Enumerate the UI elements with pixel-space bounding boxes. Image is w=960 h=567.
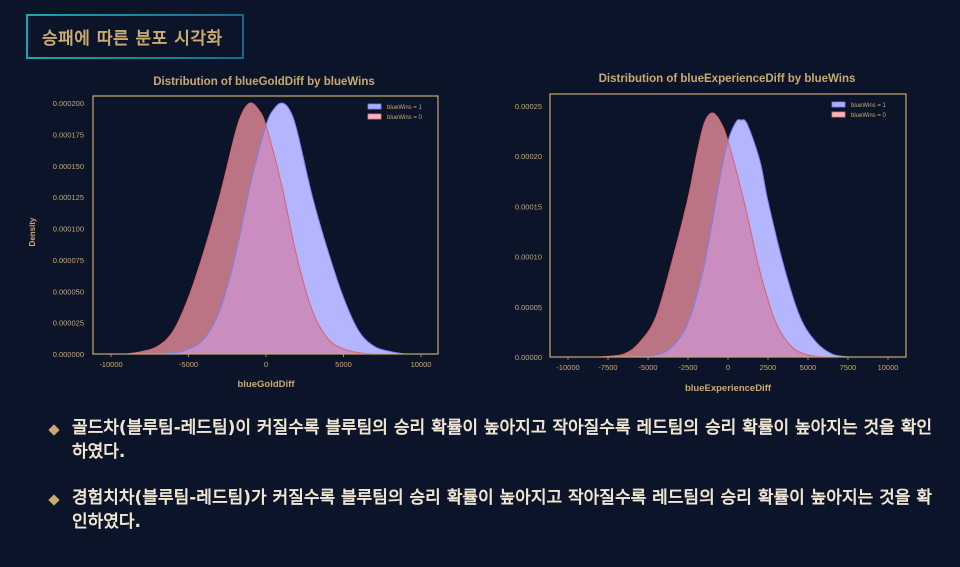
svg-text:blueWins = 1: blueWins = 1 <box>851 103 887 109</box>
y-tick-label: 0.00015 <box>515 202 542 211</box>
chart-title: Distribution of blueGoldDiff by blueWins <box>153 76 375 88</box>
x-tick-label: 7500 <box>840 363 857 372</box>
y-tick-label: 0.000175 <box>53 130 84 139</box>
x-tick-label: -10000 <box>99 360 122 369</box>
x-tick-label: -5000 <box>179 360 198 369</box>
svg-text:blueWins = 1: blueWins = 1 <box>387 105 423 111</box>
x-tick-label: 5000 <box>335 360 352 369</box>
y-tick-label: 0.00025 <box>515 102 542 111</box>
svg-text:blueWins = 0: blueWins = 0 <box>851 113 887 119</box>
y-axis-ticks: 0.00000 0.00005 0.00010 0.00015 0.00020 0.000… <box>515 102 542 362</box>
y-tick-label: 0.00010 <box>515 253 542 262</box>
diamond-bullet-icon <box>48 424 60 436</box>
density-overlap <box>126 103 375 354</box>
x-tick-label: -2500 <box>678 363 697 372</box>
x-tick-label: 2500 <box>760 363 777 372</box>
x-tick-label: -10000 <box>556 363 579 372</box>
chart-legend: blueWins = 1 blueWins = 0 <box>831 101 887 119</box>
x-axis-label: blueExperienceDiff <box>685 383 772 394</box>
svg-text:blueWins = 0: blueWins = 0 <box>387 115 423 121</box>
x-axis-ticks: -10000 -7500 -5000 -2500 0 2500 5000 7500 10000 <box>556 357 898 372</box>
y-tick-label: 0.000025 <box>53 319 84 328</box>
slide-title: 승패에 따른 분포 시각화 <box>42 29 223 49</box>
x-tick-label: -7500 <box>598 363 617 372</box>
y-tick-label: 0.00000 <box>515 353 542 362</box>
bullet-text: 경험치차(블루팀-레드팀)가 커질수록 블루팀의 승리 확률이 높아지고 작아질… <box>72 488 932 532</box>
y-tick-label: 0.00020 <box>515 152 542 161</box>
chart-title: Distribution of blueExperienceDiff by bl… <box>599 73 856 85</box>
y-tick-label: 0.000200 <box>53 99 84 108</box>
y-tick-label: 0.000075 <box>53 256 84 265</box>
bullet-list: 골드차(블루팀-레드팀)이 커질수록 블루팀의 승리 확률이 높아지고 작아질수… <box>46 416 946 556</box>
diamond-bullet-icon <box>48 494 60 506</box>
bullet-text: 골드차(블루팀-레드팀)이 커질수록 블루팀의 승리 확률이 높아지고 작아질수… <box>72 418 932 462</box>
y-tick-label: 0.000000 <box>53 350 84 359</box>
y-tick-label: 0.00005 <box>515 303 542 312</box>
x-tick-label: 0 <box>726 363 730 372</box>
y-axis-ticks: 0.000000 0.000025 0.000050 0.000075 0.000100… <box>53 99 84 359</box>
experience-diff-density-chart: Distribution of blueExperienceDiff by bl… <box>515 73 907 394</box>
x-tick-label: 5000 <box>800 363 817 372</box>
x-tick-label: 10000 <box>878 363 899 372</box>
density-areas <box>599 112 849 358</box>
bullet-item: 골드차(블루팀-레드팀)이 커질수록 블루팀의 승리 확률이 높아지고 작아질수… <box>46 416 946 464</box>
y-tick-label: 0.000150 <box>53 162 84 171</box>
x-tick-label: 0 <box>264 360 268 369</box>
plot-frame <box>92 95 439 355</box>
y-tick-label: 0.000125 <box>53 193 84 202</box>
x-axis-label: blueGoldDiff <box>238 379 296 390</box>
x-axis-ticks: -10000 -5000 0 5000 10000 <box>99 354 431 369</box>
y-axis-label: Density <box>28 217 37 246</box>
x-tick-label: -5000 <box>638 363 657 372</box>
chart-legend: blueWins = 1 blueWins = 0 <box>367 103 423 121</box>
bullet-item: 경험치차(블루팀-레드팀)가 커질수록 블루팀의 승리 확률이 높아지고 작아질… <box>46 486 946 534</box>
y-tick-label: 0.000100 <box>53 225 84 234</box>
density-overlap <box>632 119 824 357</box>
slide-title-box: 승패에 따른 분포 시각화 <box>26 14 244 59</box>
y-tick-label: 0.000050 <box>53 287 84 296</box>
gold-diff-density-chart: Distribution of blueGoldDiff by blueWins… <box>28 76 439 390</box>
density-areas <box>126 102 406 355</box>
x-tick-label: 10000 <box>411 360 432 369</box>
